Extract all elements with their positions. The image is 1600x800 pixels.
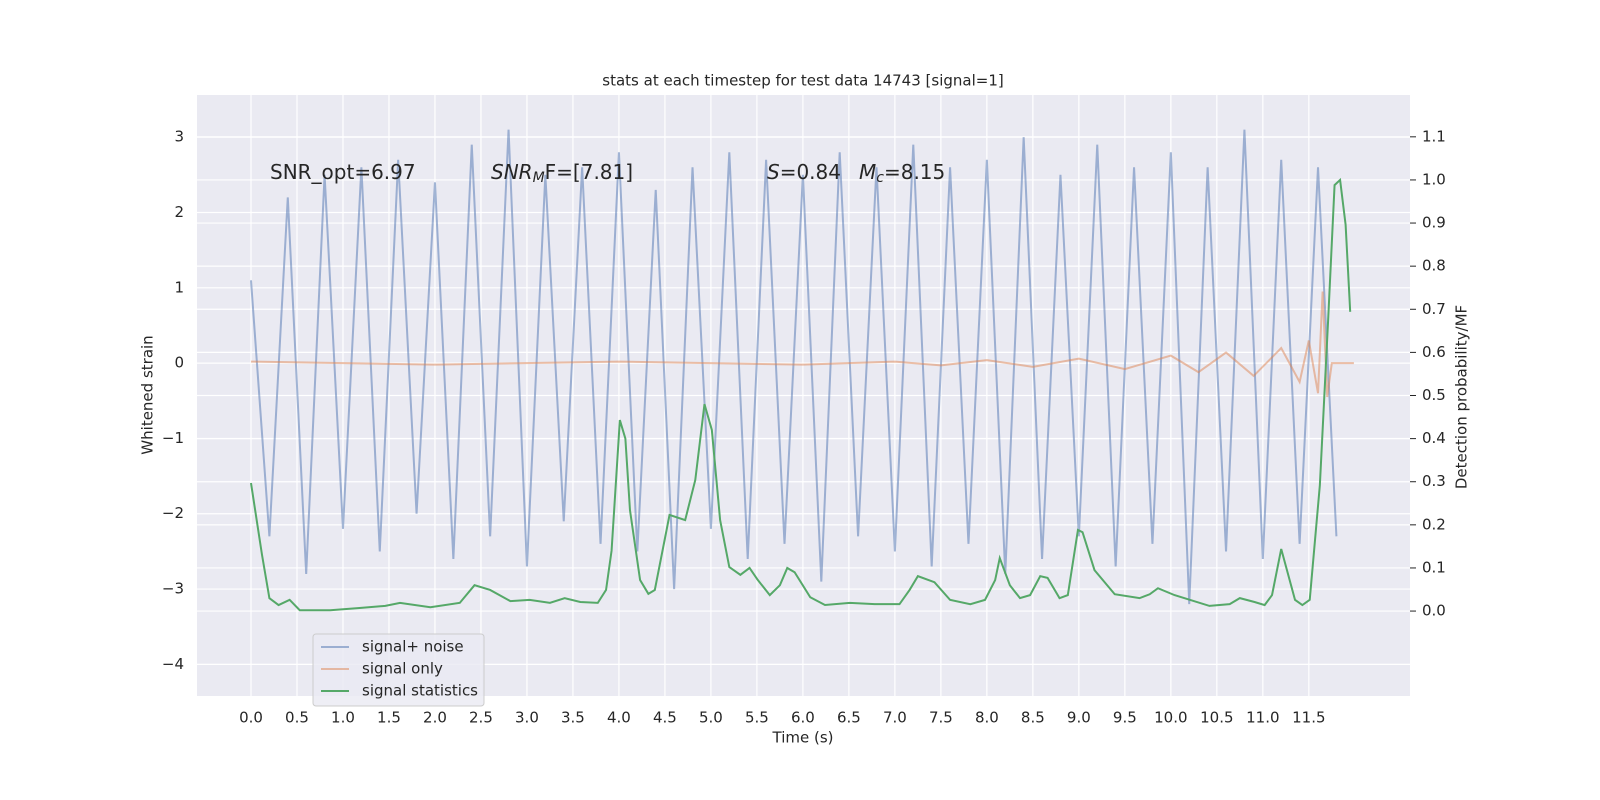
- annotations: SNR_opt=6.97 SNRMF=[7.81] S=0.84 Mc=8.15: [270, 160, 945, 187]
- x-tick-label: 0.5: [285, 709, 309, 727]
- x-tick-label: 11.5: [1292, 709, 1325, 727]
- y-tick-label: −3: [162, 580, 184, 598]
- legend-label: signal only: [362, 660, 443, 678]
- y2-tick-label: 0.6: [1422, 343, 1446, 361]
- annotation-part: =8.15: [884, 160, 945, 184]
- x-tick-label: 8.0: [975, 709, 999, 727]
- y-tick-label: 2: [174, 203, 184, 221]
- annotation-part: SNR: [491, 160, 533, 184]
- ticks: 0.0 0.5 1.0 1.5 2.0 2.5 3.0 3.5 4.0 4.5 5.0 5.5 6.0 6…: [162, 127, 1446, 726]
- annotation-part: S: [767, 160, 780, 184]
- x-tick-label: 10.5: [1200, 709, 1233, 727]
- chart-title: stats at each timestep for test data 147…: [602, 72, 1003, 90]
- y-tick-label: −2: [162, 504, 184, 522]
- series-line: [250, 291, 1354, 398]
- series-line: [249, 129, 1338, 605]
- x-tick-label: 6.0: [791, 709, 815, 727]
- x-tick-label: 8.5: [1021, 709, 1045, 727]
- x-tick-label: 3.5: [561, 709, 585, 727]
- y-tick-label: 0: [174, 354, 184, 372]
- x-tick-label: 9.0: [1067, 709, 1091, 727]
- legend-label: signal+ noise: [362, 638, 464, 656]
- x-tick-label: 11.0: [1246, 709, 1279, 727]
- y-tick-label: 1: [174, 278, 184, 296]
- annotation-part: F=[7.81]: [545, 160, 633, 184]
- y2-tick-label: 0.8: [1422, 257, 1446, 275]
- x-tick-label: 10.0: [1154, 709, 1187, 727]
- y2-axis-label: Detection probability/MF: [1453, 305, 1471, 489]
- legend-box: [312, 633, 485, 707]
- annotation-part: M: [533, 170, 545, 186]
- annotation-part: =0.84: [780, 160, 841, 184]
- annotation: SNR_opt=6.97: [270, 160, 416, 184]
- x-tick-label: 0.0: [239, 709, 263, 727]
- x-tick-label: 7.5: [929, 709, 953, 727]
- x-tick-label: 3.0: [515, 709, 539, 727]
- y2-tick-label: 0.7: [1422, 300, 1446, 318]
- y2-tick-label: 0.5: [1422, 386, 1446, 404]
- series-line: [250, 177, 1352, 612]
- y2-tick-label: 0.9: [1422, 214, 1446, 232]
- series-layer: [249, 129, 1354, 612]
- y2-tick-label: 0.4: [1422, 429, 1446, 447]
- x-tick-label: 9.5: [1113, 709, 1137, 727]
- y2-tick-label: 0.3: [1422, 472, 1446, 490]
- y-tick-label: −4: [162, 655, 184, 673]
- annotation: Mc=8.15: [859, 160, 945, 187]
- y2-tick-label: 0.2: [1422, 515, 1446, 533]
- x-tick-label: 5.0: [699, 709, 723, 727]
- x-tick-label: 1.5: [377, 709, 401, 727]
- x-tick-label: 2.5: [469, 709, 493, 727]
- x-axis-label: Time (s): [772, 729, 834, 747]
- y2-tick-label: 1.0: [1422, 170, 1446, 188]
- y2-tick-label: 0.1: [1422, 558, 1446, 576]
- x-tick-label: 6.5: [837, 709, 861, 727]
- annotation-part: M: [859, 160, 876, 184]
- annotation: S=0.84: [767, 160, 841, 184]
- annotation-part: SNR_opt=6.97: [270, 160, 416, 184]
- annotation-part: c: [876, 170, 884, 186]
- y-tick-label: 3: [174, 128, 184, 146]
- legend-label: signal statistics: [362, 682, 478, 700]
- y2-tick-label: 0.0: [1422, 602, 1446, 620]
- annotation: SNRMF=[7.81]: [491, 160, 633, 187]
- y2-tick-label: 1.1: [1422, 127, 1446, 145]
- x-tick-label: 4.0: [607, 709, 631, 727]
- y-tick-label: −1: [162, 429, 184, 447]
- x-tick-label: 7.0: [883, 709, 907, 727]
- x-tick-label: 4.5: [653, 709, 677, 727]
- y-axis-label: Whitened strain: [139, 335, 157, 454]
- x-tick-label: 5.5: [745, 709, 769, 727]
- legend: signal+ noise signal only signal statistic…: [312, 633, 485, 707]
- x-tick-label: 1.0: [331, 709, 355, 727]
- x-tick-label: 2.0: [423, 709, 447, 727]
